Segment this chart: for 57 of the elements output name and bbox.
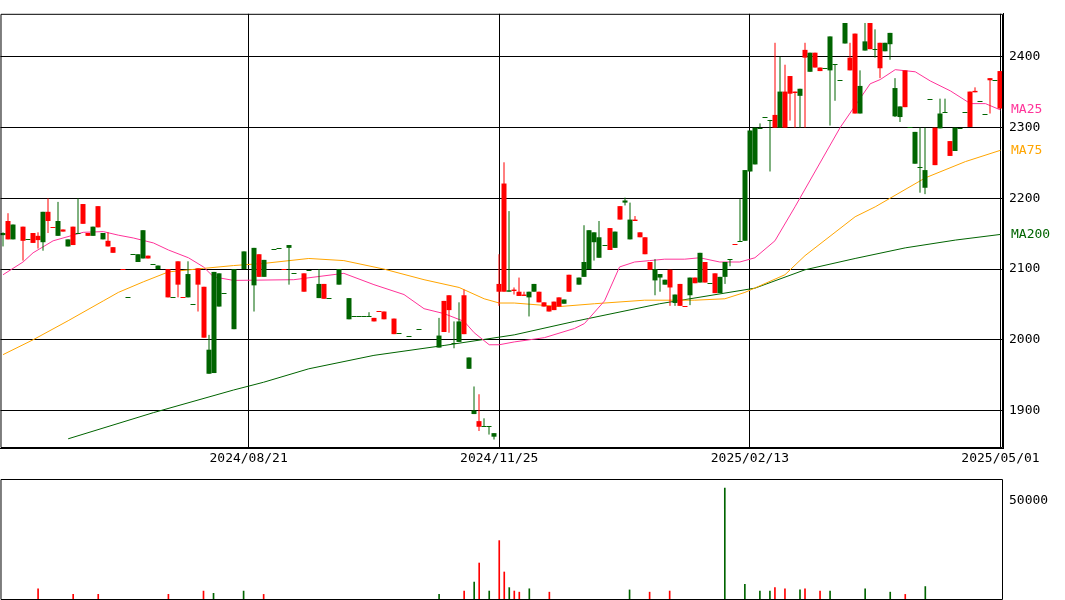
candlestick: [687, 277, 693, 306]
y-tick-label: 2000: [1009, 331, 1041, 347]
candlestick: [316, 268, 322, 299]
candlestick: [767, 119, 773, 172]
candlestick: [702, 261, 708, 284]
candlestick: [942, 98, 948, 113]
candlestick: [797, 88, 803, 129]
series-label: MA200: [1011, 225, 1051, 241]
candlestick: [486, 425, 492, 436]
candlestick: [436, 317, 442, 349]
candlestick: [55, 201, 61, 237]
candlestick: [772, 42, 778, 129]
candlestick: [75, 197, 81, 235]
series-label: MA75: [1011, 141, 1043, 157]
candlestick: [862, 22, 868, 52]
x-tick-label: 2025/02/13: [710, 450, 790, 466]
y-tick-label: 2100: [1009, 260, 1041, 276]
y-tick-label: 2400: [1009, 48, 1041, 64]
candlestick: [937, 98, 943, 129]
candlestick: [887, 32, 893, 61]
candlestick: [657, 273, 663, 293]
candlestick: [175, 260, 181, 298]
candlestick: [456, 301, 462, 343]
candlestick: [872, 28, 878, 59]
y-tick-label: 2300: [1009, 119, 1041, 135]
candlestick: [45, 197, 51, 234]
candlestick: [195, 267, 201, 313]
candlestick: [35, 231, 41, 250]
candlestick: [256, 253, 262, 278]
candlestick: [185, 260, 191, 298]
candlestick: [506, 210, 512, 293]
candlestick: [627, 202, 633, 240]
candlestick: [802, 42, 808, 129]
candlestick: [286, 244, 292, 286]
candlestick: [622, 197, 628, 206]
candlestick: [922, 127, 928, 195]
series-label: MA25: [1011, 101, 1043, 117]
candlestick: [607, 227, 613, 251]
candlestick: [366, 311, 372, 317]
candlestick: [80, 203, 86, 225]
text: 50000: [1009, 492, 1049, 508]
candlestick: [451, 320, 457, 349]
y-tick-label: 2200: [1009, 189, 1041, 205]
candlestick: [737, 198, 743, 243]
candlestick: [476, 393, 482, 432]
x-tick-label: 2024/08/21: [209, 450, 288, 466]
candlestick: [20, 226, 26, 262]
candlestick: [987, 77, 993, 115]
y-tick-label: 1900: [1009, 401, 1041, 417]
candlestick: [5, 212, 11, 240]
x-tick-label: 2024/11/25: [460, 450, 539, 466]
candlestick: [667, 269, 673, 307]
candlestick: [917, 127, 923, 194]
candlestick: [446, 294, 452, 334]
candlestick: [301, 272, 307, 293]
candlestick: [491, 432, 497, 441]
x-tick-label: 2025/05/01: [961, 450, 1040, 466]
